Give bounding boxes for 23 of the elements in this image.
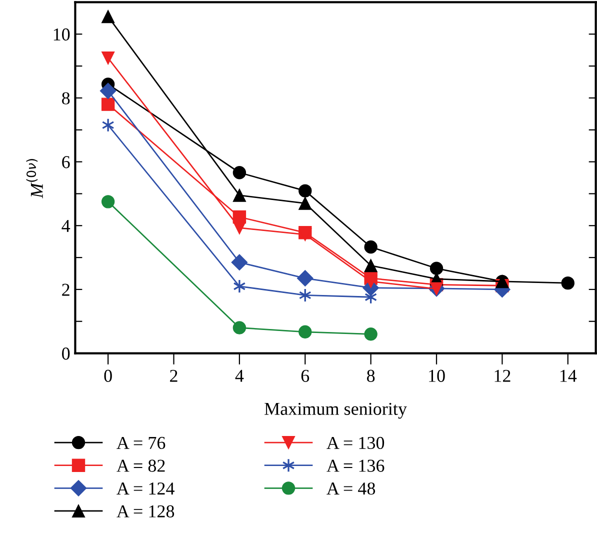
y-tick-label: 6 <box>62 156 70 168</box>
x-tick-label: 14 <box>560 370 577 382</box>
legend-label: A = 136 <box>326 460 384 472</box>
x-tick-label: 8 <box>366 370 375 382</box>
y-tick-label: 0 <box>62 348 70 360</box>
x-tick-label: 10 <box>429 370 445 382</box>
legend-label: A = 76 <box>116 436 166 450</box>
x-tick-label: 4 <box>235 370 244 382</box>
x-tick-label: 0 <box>104 370 112 382</box>
legend-label: A = 128 <box>116 505 174 518</box>
legend-label: A = 130 <box>326 436 384 450</box>
y-tick-label: 2 <box>62 284 70 296</box>
y-axis-title: M$^{(0ν)}$ <box>26 159 43 198</box>
y-tick-label: 4 <box>62 220 70 232</box>
y-tick-label: 10 <box>54 28 70 41</box>
x-tick-label: 2 <box>170 370 178 382</box>
x-axis-title: Maximum seniority <box>264 402 407 419</box>
x-tick-label: 12 <box>494 370 510 382</box>
y-tick-label: 8 <box>62 92 70 104</box>
legend-label: A = 82 <box>116 460 165 472</box>
x-tick-label: 6 <box>301 370 310 382</box>
legend-label: A = 48 <box>326 482 376 495</box>
legend-label: A = 124 <box>116 482 174 494</box>
